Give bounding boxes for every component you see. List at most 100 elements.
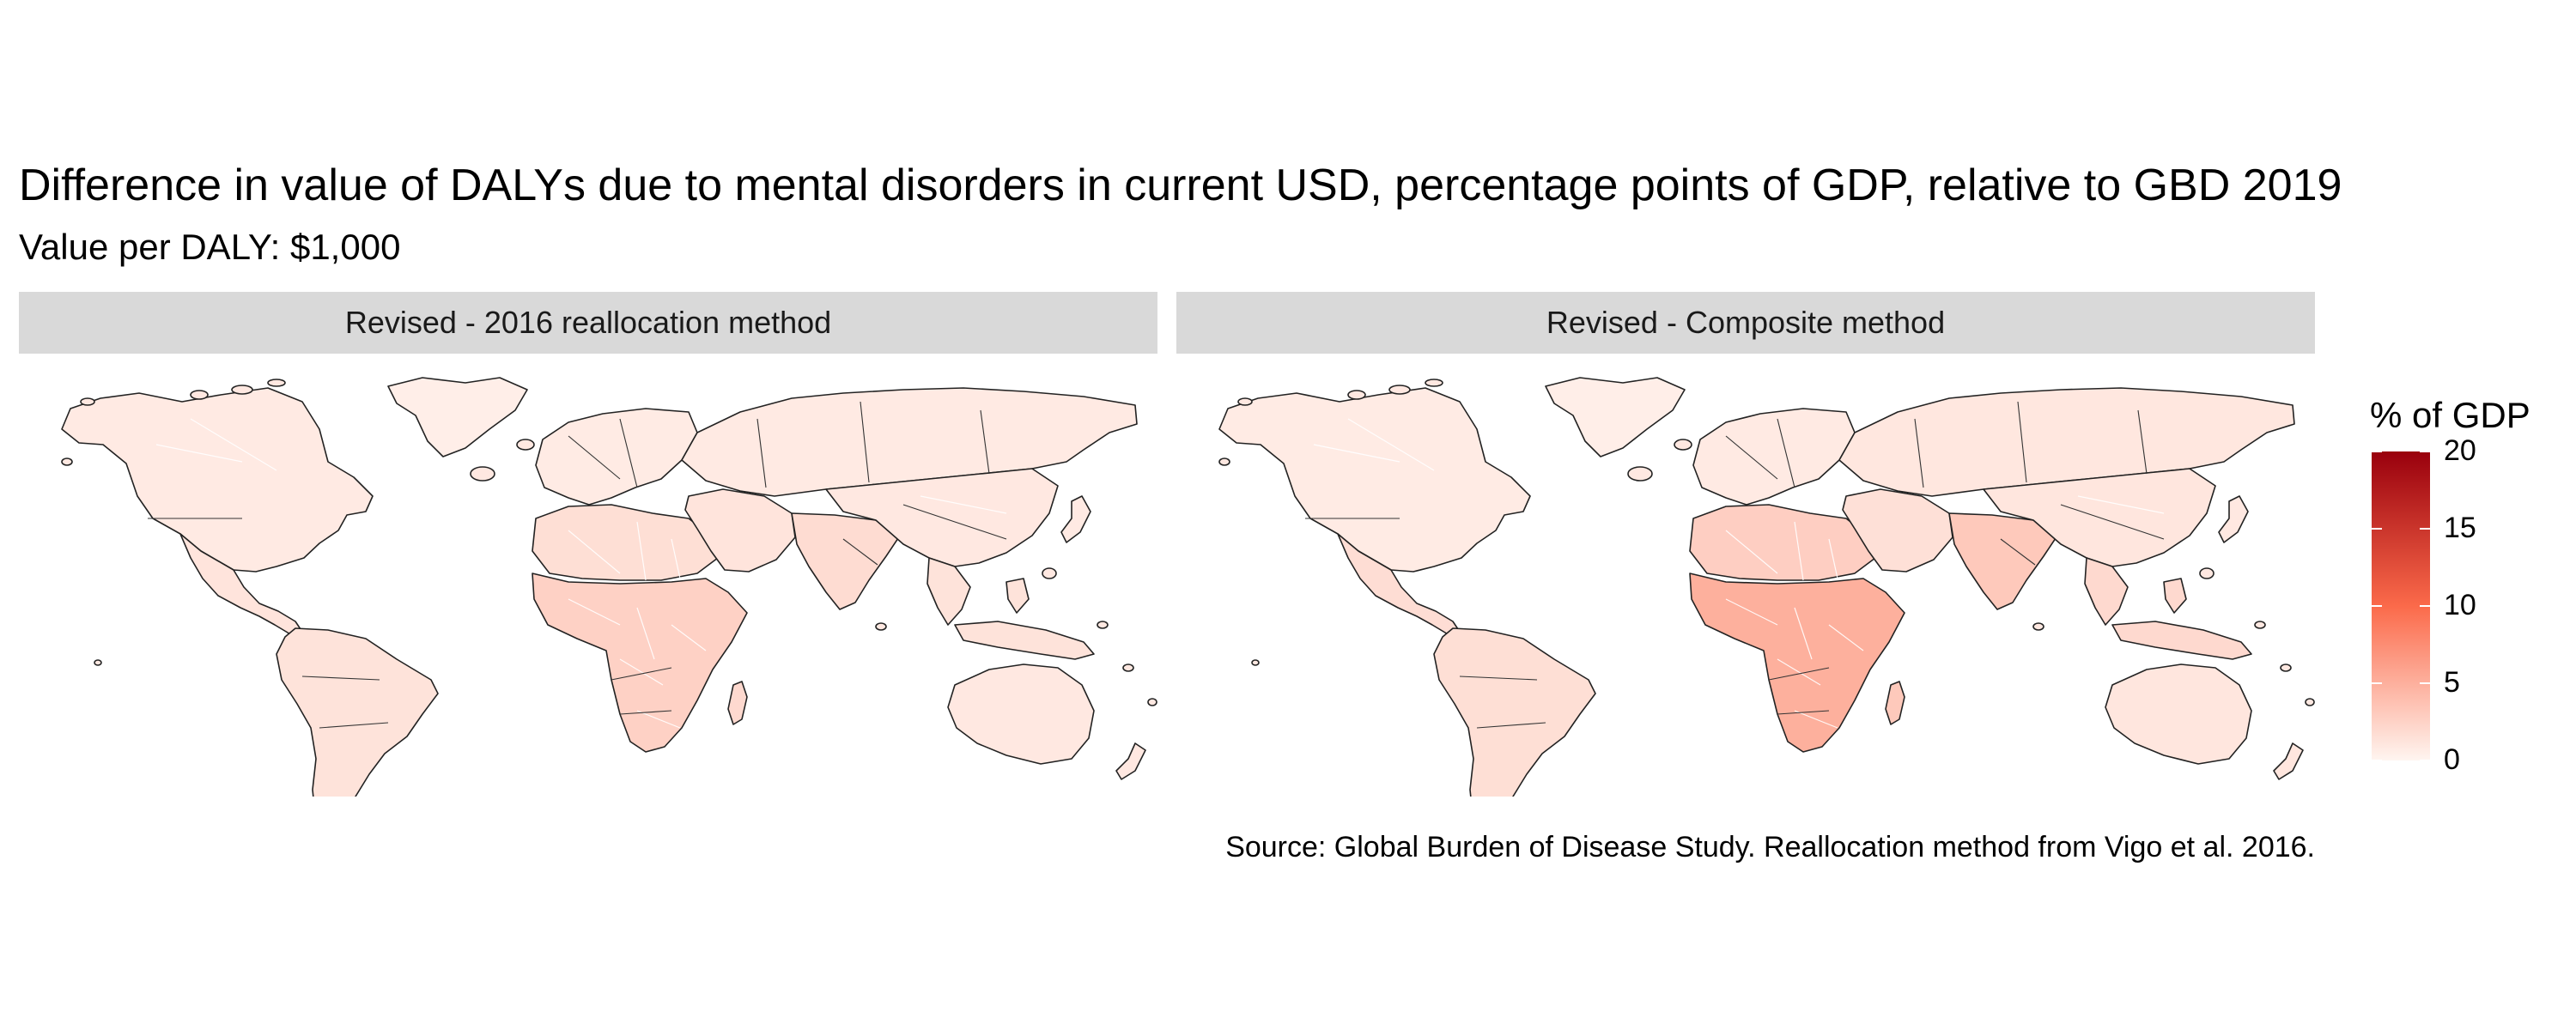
internal-border <box>1794 607 1813 660</box>
island <box>2032 622 2044 631</box>
island <box>1237 397 1253 406</box>
island <box>61 457 73 466</box>
island <box>875 622 887 631</box>
internal-border <box>1794 521 1804 581</box>
region-new-zealand <box>2273 742 2304 780</box>
island <box>2280 663 2292 672</box>
internal-border <box>671 538 681 579</box>
country-border <box>1459 676 1538 681</box>
country-border <box>2137 409 2148 475</box>
region-north-america <box>61 387 374 573</box>
region-europe <box>535 408 698 506</box>
internal-border <box>568 598 621 626</box>
region-madagascar <box>727 681 748 725</box>
country-border <box>1725 435 1778 480</box>
panel-label-composite: Revised - Composite method <box>1546 305 1946 340</box>
region-greenland <box>387 377 528 457</box>
internal-border <box>636 521 647 581</box>
country-border <box>980 409 990 475</box>
country-border <box>2017 401 2027 483</box>
island <box>1388 385 1411 395</box>
map-title: Difference in value of DALYs due to ment… <box>19 161 2342 210</box>
internal-border <box>190 418 277 471</box>
country-border <box>619 710 672 715</box>
internal-border <box>568 530 621 574</box>
region-north-america <box>1218 387 1531 573</box>
country-border <box>1777 418 1795 488</box>
region-sub-saharan-africa <box>1689 573 1905 753</box>
island <box>80 397 95 406</box>
country-border <box>2000 538 2036 566</box>
region-north-africa <box>532 504 719 581</box>
region-middle-east <box>1842 488 1953 573</box>
internal-border <box>920 495 1007 514</box>
country-border <box>1768 667 1830 681</box>
country-border <box>319 722 389 729</box>
island <box>470 466 495 482</box>
internal-border <box>636 710 681 729</box>
country-border <box>568 435 621 480</box>
region-southeast-asia <box>2084 557 2252 660</box>
region-south-asia <box>791 512 901 610</box>
island <box>267 379 286 387</box>
internal-border <box>619 658 664 686</box>
island <box>1674 439 1692 451</box>
internal-border <box>636 607 655 660</box>
island <box>1097 621 1109 629</box>
legend-colorbar <box>2372 451 2430 760</box>
country-border <box>1476 722 1546 729</box>
country-border <box>2060 504 2165 540</box>
internal-border <box>1828 538 1838 579</box>
island <box>2305 698 2315 706</box>
panel-label-reallocation: Revised - 2016 reallocation method <box>344 305 832 340</box>
region-russia-and-central-asia <box>1838 387 2295 497</box>
region-japan <box>2218 495 2249 543</box>
country-border <box>756 418 767 488</box>
island <box>1218 457 1230 466</box>
internal-border <box>1725 530 1778 574</box>
legend-title: % of GDP <box>2370 395 2530 435</box>
island <box>1042 567 1057 579</box>
internal-border <box>671 624 707 651</box>
internal-border <box>155 444 243 463</box>
island <box>1147 698 1157 706</box>
internal-border <box>1313 444 1400 463</box>
country-border <box>1914 418 1924 488</box>
island <box>190 390 209 400</box>
country-border <box>842 538 878 566</box>
region-new-zealand <box>1115 742 1146 780</box>
region-southeast-asia <box>927 557 1095 660</box>
legend-tick-label: 10 <box>2444 589 2476 621</box>
island <box>2199 567 2215 579</box>
region-sub-saharan-africa <box>532 573 748 753</box>
region-south-america <box>276 627 439 797</box>
region-south-asia <box>1948 512 2058 610</box>
country-border <box>902 504 1007 540</box>
island <box>1122 663 1134 672</box>
country-border <box>1777 710 1830 715</box>
island <box>231 385 253 395</box>
region-russia-and-central-asia <box>681 387 1138 497</box>
region-europe <box>1692 408 1856 506</box>
region-madagascar <box>1885 681 1905 725</box>
internal-border <box>1777 658 1821 686</box>
map-subtitle: Value per DALY: $1,000 <box>19 227 401 267</box>
internal-border <box>1828 624 1864 651</box>
world-map-composite <box>1218 377 2315 797</box>
internal-border <box>2077 495 2165 514</box>
region-greenland <box>1545 377 1686 457</box>
internal-border <box>1725 598 1778 626</box>
internal-border <box>1794 710 1838 729</box>
source-caption: Source: Global Burden of Disease Study. … <box>1225 831 2315 863</box>
legend-tick-label: 0 <box>2444 743 2460 776</box>
country-border <box>301 676 380 681</box>
island <box>1347 390 1366 400</box>
country-border <box>611 667 672 681</box>
island <box>516 439 535 451</box>
island <box>1627 466 1653 482</box>
world-map-reallocation <box>61 377 1157 797</box>
legend-tick-label: 15 <box>2444 512 2476 544</box>
panel-strip-reallocation: Revised - 2016 reallocation method <box>19 292 1157 354</box>
island <box>1425 379 1443 387</box>
internal-border <box>1347 418 1435 471</box>
